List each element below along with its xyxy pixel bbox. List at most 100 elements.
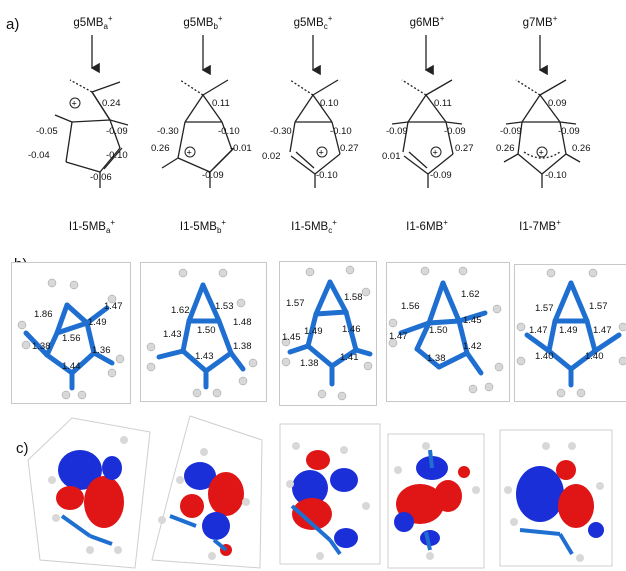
- charge: 0.24: [102, 98, 121, 109]
- bond-length-label: 1.57: [589, 301, 608, 312]
- charge: -0.10: [545, 170, 567, 181]
- title-4: g6MB+: [409, 14, 445, 29]
- charge: 0.26: [572, 143, 591, 154]
- charge: -0.30: [270, 126, 292, 137]
- orbital-3: [286, 442, 370, 560]
- ball-and-stick-3: [281, 265, 373, 401]
- bond-length-label: 1.57: [535, 303, 554, 314]
- title-2: g5MBb+: [183, 14, 223, 32]
- orbital-frame-5: [499, 429, 613, 567]
- structure-name-3: I1-5MBc+: [291, 218, 337, 236]
- skeleton-2: [161, 35, 235, 188]
- charge: -0.10: [106, 150, 128, 161]
- bond-length-label: 1.38: [233, 341, 252, 352]
- orbital-2: [158, 448, 250, 560]
- structure-name-2: I1-5MBb+: [179, 218, 227, 236]
- bond-length-label: 1.44: [62, 361, 81, 372]
- orbital-frame-4: [387, 433, 485, 569]
- charge: -0.09: [500, 126, 522, 137]
- charge: 0.27: [455, 143, 474, 154]
- bond-length-label: 1.38: [32, 341, 51, 352]
- svg-text:+: +: [72, 99, 77, 109]
- svg-text:+: +: [319, 148, 324, 158]
- bond-length-label: 1.47: [104, 301, 123, 312]
- bond-length-label: 1.53: [215, 301, 234, 312]
- charge: -0.05: [36, 126, 58, 137]
- charge: -0.01: [230, 143, 252, 154]
- svg-text:+: +: [539, 148, 544, 158]
- panel-label-a: a): [6, 16, 20, 33]
- skeleton-5: [503, 35, 581, 188]
- bond-length-label: 1.45: [282, 332, 301, 343]
- charge: 0.26: [496, 143, 515, 154]
- orbital-frame-1: [27, 417, 151, 569]
- charge: -0.09: [430, 170, 452, 181]
- charge: 0.10: [320, 98, 339, 109]
- charge: -0.09: [444, 126, 466, 137]
- bond-length-label: 1.40: [535, 351, 554, 362]
- bond-length-label: 1.62: [461, 289, 480, 300]
- charge: 0.01: [382, 151, 401, 162]
- bond-length-label: 1.48: [233, 317, 252, 328]
- bond-length-label: 1.38: [427, 353, 446, 364]
- bond-length-label: 1.49: [304, 326, 323, 337]
- charge: -0.10: [218, 126, 240, 137]
- skeleton-3: [289, 35, 341, 188]
- charge: 0.02: [262, 151, 281, 162]
- bond-length-label: 1.47: [593, 325, 612, 336]
- optimized-geometry-2: 1.62 1.53 1.48 1.50 1.43 1.38 1.43: [140, 262, 267, 402]
- svg-text:+: +: [433, 148, 438, 158]
- bond-length-label: 1.45: [463, 315, 482, 326]
- optimized-geometry-4: 1.56 1.62 1.50 1.45 1.47 1.42 1.38: [386, 262, 510, 402]
- optimized-geometry-5: 1.57 1.57 1.47 1.49 1.47 1.40 1.40: [514, 264, 626, 402]
- bond-length-label: 1.47: [389, 331, 408, 342]
- structure-name-1: I1-5MBa+: [68, 218, 116, 236]
- charge: 0.27: [340, 143, 359, 154]
- charge: -0.10: [330, 126, 352, 137]
- bond-length-label: 1.43: [195, 351, 214, 362]
- panel-label-c: c): [16, 440, 29, 457]
- title-5: g7MB+: [522, 14, 558, 29]
- skeleton-4: [391, 35, 463, 188]
- bond-length-label: 1.62: [171, 305, 190, 316]
- orbital-frame-2: [151, 415, 263, 569]
- bond-length-label: 1.86: [34, 309, 53, 320]
- bond-length-label: 1.38: [300, 358, 319, 369]
- orbital-frame-3: [279, 423, 381, 565]
- bond-length-label: 1.50: [429, 325, 448, 336]
- bond-length-label: 1.58: [344, 292, 363, 303]
- orbital-4: [394, 442, 480, 560]
- charge: -0.10: [316, 170, 338, 181]
- bond-length-label: 1.42: [463, 341, 482, 352]
- bond-length-label: 1.49: [88, 317, 107, 328]
- title-3: g5MBc+: [293, 14, 333, 32]
- charge: 0.11: [212, 98, 230, 109]
- ball-and-stick-1: [17, 278, 125, 400]
- bond-length-label: 1.56: [62, 333, 81, 344]
- charge: -0.06: [90, 172, 112, 183]
- bond-length-label: 1.46: [342, 324, 361, 335]
- charge: -0.09: [202, 170, 224, 181]
- bond-length-label: 1.56: [401, 301, 420, 312]
- optimized-geometry-1: 1.86 1.47 1.49 1.56 1.38 1.36 1.44: [11, 262, 131, 404]
- title-1: g5MBa+: [73, 14, 113, 32]
- skeletal-structures: + + +: [54, 35, 581, 188]
- ball-and-stick-2: [146, 268, 258, 398]
- orbital-isosurfaces: [27, 415, 613, 569]
- charge: -0.30: [157, 126, 179, 137]
- structure-name-5: I1-7MB+: [519, 218, 561, 233]
- charge: 0.26: [151, 143, 170, 154]
- orbital-5: [504, 442, 604, 562]
- charge: -0.09: [106, 126, 128, 137]
- skeleton-1: [54, 35, 129, 188]
- bond-length-label: 1.36: [92, 345, 111, 356]
- orbital-1: [48, 436, 128, 554]
- bond-length-label: 1.40: [585, 351, 604, 362]
- charge: 0.11: [434, 98, 452, 109]
- bond-length-label: 1.47: [529, 325, 548, 336]
- charge: -0.04: [28, 150, 50, 161]
- charge: -0.09: [386, 126, 408, 137]
- charge: -0.09: [558, 126, 580, 137]
- bond-length-label: 1.57: [286, 298, 305, 309]
- bond-length-label: 1.49: [559, 325, 578, 336]
